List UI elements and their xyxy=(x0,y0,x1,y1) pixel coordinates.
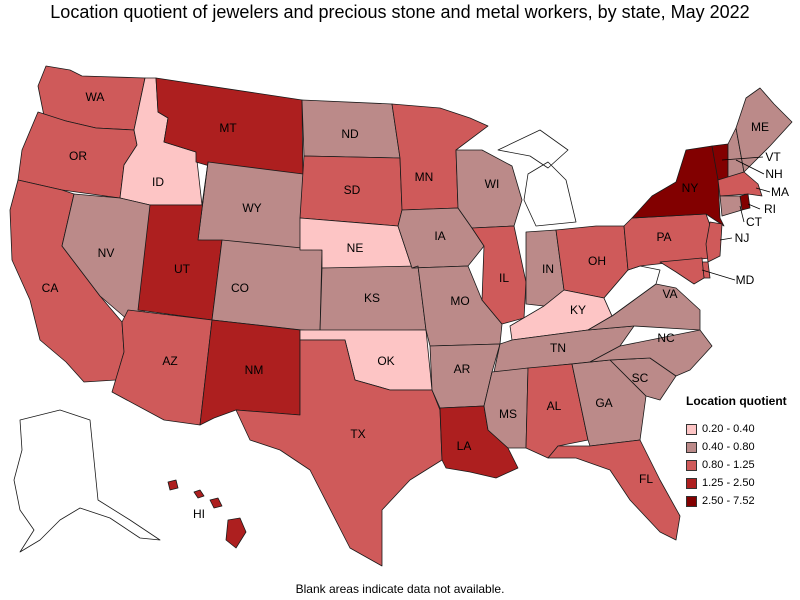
legend-swatch xyxy=(686,441,697,453)
state-label-nv: NV xyxy=(98,246,115,260)
legend-item: 0.20 - 0.40 xyxy=(686,420,798,438)
legend-item: 0.80 - 1.25 xyxy=(686,456,798,474)
state-label-ms: MS xyxy=(499,407,517,421)
state-label-wy: WY xyxy=(242,201,261,215)
state-label-ut: UT xyxy=(174,262,191,276)
state-label-nm: NM xyxy=(245,363,264,377)
state-nj[interactable] xyxy=(705,221,723,263)
legend-label: 1.25 - 2.50 xyxy=(702,477,755,489)
state-label-co: CO xyxy=(231,281,249,295)
state-label-ks: KS xyxy=(364,291,380,305)
leader-line xyxy=(739,205,745,223)
state-label-sd: SD xyxy=(344,183,361,197)
state-label-tx: TX xyxy=(350,427,365,441)
legend-title: Location quotient xyxy=(686,394,787,408)
state-il[interactable] xyxy=(471,225,527,325)
state-label-ct: CT xyxy=(746,215,763,229)
legend-swatch xyxy=(686,423,697,435)
state-label-va: VA xyxy=(662,287,677,301)
state-label-la: LA xyxy=(457,439,472,453)
legend-label: 0.20 - 0.40 xyxy=(702,423,755,435)
state-label-al: AL xyxy=(547,399,562,413)
leader-line xyxy=(721,156,764,161)
state-co[interactable] xyxy=(211,239,323,333)
state-label-ny: NY xyxy=(682,181,699,195)
footnote: Blank areas indicate data not available. xyxy=(295,582,505,596)
state-ny[interactable] xyxy=(631,145,725,227)
state-mt[interactable] xyxy=(155,77,304,181)
state-label-nh: NH xyxy=(765,167,782,181)
state-label-ga: GA xyxy=(595,396,612,410)
state-me[interactable] xyxy=(735,87,793,173)
state-label-nj: NJ xyxy=(735,231,750,245)
state-label-or: OR xyxy=(69,149,87,163)
map-title: Location quotient of jewelers and precio… xyxy=(50,2,750,22)
state-label-vt: VT xyxy=(765,150,781,164)
state-label-wi: WI xyxy=(485,177,500,191)
state-mi[interactable] xyxy=(497,129,577,227)
legend-label: 0.80 - 1.25 xyxy=(702,459,755,471)
leader-line xyxy=(701,269,736,281)
state-label-il: IL xyxy=(499,271,509,285)
state-label-az: AZ xyxy=(162,354,177,368)
state-label-ia: IA xyxy=(434,229,445,243)
state-ut[interactable] xyxy=(137,161,223,321)
state-label-mo: MO xyxy=(450,294,469,308)
state-tx[interactable] xyxy=(235,339,443,567)
state-label-mt: MT xyxy=(219,121,237,135)
state-ct[interactable] xyxy=(719,195,743,217)
state-label-oh: OH xyxy=(588,254,606,268)
state-ak[interactable] xyxy=(13,409,161,553)
state-hi[interactable] xyxy=(167,479,247,549)
state-label-wa: WA xyxy=(86,90,105,104)
state-label-ma: MA xyxy=(771,185,789,199)
state-label-ok: OK xyxy=(377,354,394,368)
state-wi[interactable] xyxy=(455,149,523,229)
legend-swatch xyxy=(686,459,697,471)
legend-item: 2.50 - 7.52 xyxy=(686,492,798,510)
state-label-ky: KY xyxy=(570,303,586,317)
legend-swatch xyxy=(686,495,697,507)
state-label-id: ID xyxy=(152,175,164,189)
state-label-ca: CA xyxy=(42,281,59,295)
state-label-sc: SC xyxy=(632,371,649,385)
leader-line xyxy=(747,203,761,210)
state-label-hi: HI xyxy=(193,507,205,521)
state-fl[interactable] xyxy=(547,439,681,541)
state-label-mn: MN xyxy=(415,170,434,184)
legend-label: 2.50 - 7.52 xyxy=(702,495,755,507)
state-label-me: ME xyxy=(751,120,769,134)
state-label-ne: NE xyxy=(347,241,364,255)
legend-swatch xyxy=(686,477,697,489)
leader-line xyxy=(735,159,765,175)
state-label-ri: RI xyxy=(764,202,776,216)
state-label-nd: ND xyxy=(341,127,359,141)
legend-label: 0.40 - 0.80 xyxy=(702,441,755,453)
state-md[interactable] xyxy=(659,257,705,285)
state-label-in: IN xyxy=(542,262,554,276)
state-label-pa: PA xyxy=(656,230,671,244)
state-label-nc: NC xyxy=(657,331,675,345)
state-nc[interactable] xyxy=(589,329,713,377)
state-label-fl: FL xyxy=(639,472,653,486)
legend-item: 1.25 - 2.50 xyxy=(686,474,798,492)
state-label-md: MD xyxy=(736,273,755,287)
state-label-ar: AR xyxy=(454,362,471,376)
leader-line xyxy=(755,187,771,193)
leader-line xyxy=(719,237,733,241)
legend: Location quotient 0.20 - 0.40 0.40 - 0.80… xyxy=(686,394,798,510)
legend-item: 0.40 - 0.80 xyxy=(686,438,798,456)
state-label-tn: TN xyxy=(550,341,566,355)
